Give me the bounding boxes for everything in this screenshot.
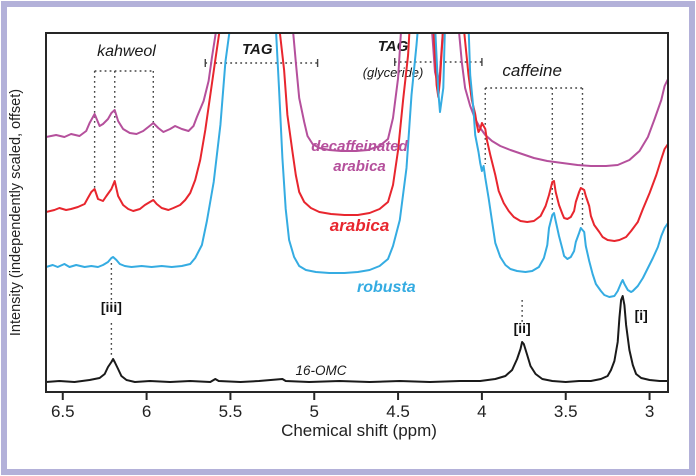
x-tick-label-4: 4: [477, 402, 486, 421]
region-annotations: kahweol TAG TAG (glyceride) caffeine: [93, 38, 584, 225]
bracket-label-caffeine: caffeine: [502, 61, 562, 80]
bracket-label-tag: TAG: [242, 41, 273, 58]
bracket-label-tag-glyceride: TAG: [378, 38, 409, 55]
x-tick-label-5: 5: [310, 402, 319, 421]
curve-label-robusta: robusta: [357, 279, 416, 296]
peak-marker-ii: [ii]: [514, 320, 531, 336]
curve-label-arabica: arabica: [330, 216, 390, 235]
y-axis-title: Intensity (independently scaled, offset): [8, 89, 24, 336]
bracket-sublabel-tag-glyceride: (glyceride): [363, 65, 424, 80]
plot-frame: [45, 32, 669, 393]
x-tick-label-5.5: 5.5: [219, 402, 243, 421]
curve-robusta: [46, 33, 668, 298]
x-tick-label-6.5: 6.5: [51, 402, 75, 421]
spectra-curves: [46, 33, 668, 383]
x-tick-label-6: 6: [142, 402, 151, 421]
x-axis-title: Chemical shift (ppm): [281, 421, 437, 440]
axes: 6.5 6 5.5 5 4.5 4 3.5 3 Chemical shift (ppm) Inte…: [8, 32, 669, 440]
bracket-label-kahweol: kahweol: [97, 43, 156, 60]
peak-marker-labels: [iii] [ii] [i]: [101, 299, 648, 336]
curve-16-omc: [46, 295, 668, 383]
curve-label-16-omc: 16-OMC: [295, 363, 346, 378]
peak-marker-lines: [110, 263, 523, 357]
peak-marker-iii: [iii]: [101, 299, 122, 315]
x-tick-label-3: 3: [645, 402, 654, 421]
series-labels: decaffeinated arabica arabica robusta 16-OMC: [295, 138, 415, 378]
x-tick-label-3.5: 3.5: [554, 402, 578, 421]
x-tick-label-4.5: 4.5: [386, 402, 410, 421]
curve-decaffeinated-arabica: [46, 33, 668, 167]
curve-label-decaffeinated-arabica: arabica: [333, 158, 386, 175]
peak-marker-i: [i]: [635, 307, 648, 323]
curve-label-decaffeinated-arabica: decaffeinated: [311, 138, 408, 155]
curve-arabica: [46, 33, 668, 242]
